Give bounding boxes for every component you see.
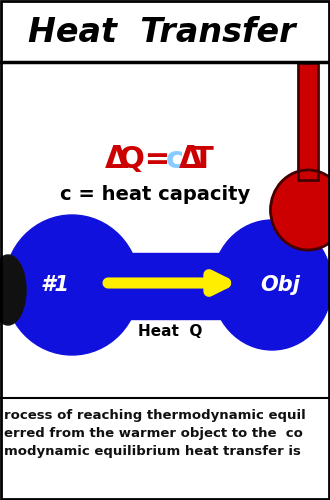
Text: =: = (134, 146, 181, 174)
Text: modynamic equilibrium heat transfer is: modynamic equilibrium heat transfer is (4, 444, 306, 458)
Text: Obj: Obj (260, 275, 300, 295)
Text: Δ: Δ (105, 146, 128, 174)
Text: Heat  Q: Heat Q (138, 324, 202, 340)
Ellipse shape (0, 255, 26, 325)
Ellipse shape (212, 220, 330, 350)
Text: erred from the warmer object to the  co: erred from the warmer object to the co (4, 426, 303, 440)
Text: rocess of reaching thermodynamic equil: rocess of reaching thermodynamic equil (4, 408, 306, 422)
Text: #1: #1 (41, 275, 70, 295)
Bar (72, 253, 272, 319)
Text: Q: Q (118, 146, 145, 174)
Text: T: T (192, 146, 213, 174)
Ellipse shape (5, 215, 140, 355)
Text: Δ: Δ (179, 146, 202, 174)
Ellipse shape (271, 170, 330, 250)
Text: c: c (166, 146, 183, 174)
Bar (298, 63, 318, 180)
Text: c = heat capacity: c = heat capacity (60, 186, 250, 204)
Text: Heat  Transfer: Heat Transfer (28, 16, 296, 48)
